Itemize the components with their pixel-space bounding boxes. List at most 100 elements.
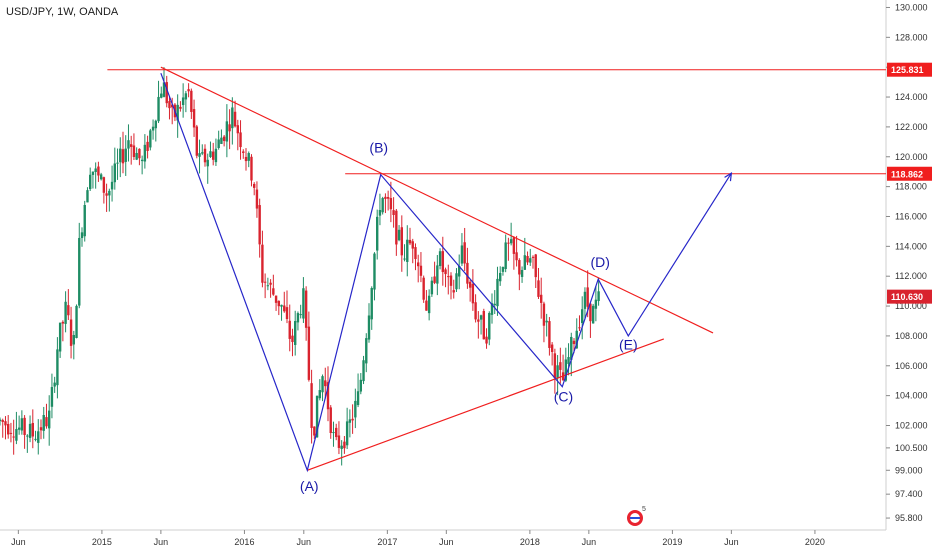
candle-body [184, 93, 188, 100]
candle-body [403, 258, 406, 260]
time-tick-label: 2017 [377, 537, 397, 547]
candle-body [105, 193, 108, 196]
candle-body [589, 303, 592, 322]
time-tick-label: 2018 [520, 537, 540, 547]
candle-body [583, 291, 587, 309]
candle-body [499, 272, 502, 282]
candle-body [239, 132, 242, 148]
candle-body [310, 383, 313, 428]
candle-body [263, 281, 267, 283]
candle-body [529, 258, 532, 263]
candle-body [165, 82, 168, 104]
candle-body [168, 101, 171, 109]
candle-body [302, 288, 305, 319]
candle-body [406, 239, 409, 262]
candle-body [116, 162, 119, 164]
candle-body [253, 183, 256, 188]
candle-body [477, 319, 480, 322]
candle-body [17, 427, 21, 430]
candle-body [545, 320, 548, 323]
candle-body [474, 302, 477, 320]
candle-body [56, 349, 59, 386]
candle-body [269, 282, 272, 285]
time-tick-label: Jun [582, 537, 597, 547]
candle-body [386, 197, 390, 199]
candle-body [69, 319, 73, 346]
candle-body [7, 423, 10, 435]
price-tick-label: 114.000 [895, 241, 927, 251]
candle-body [419, 265, 423, 276]
candle-body [143, 144, 147, 162]
candle-body [277, 300, 281, 307]
candle-body [496, 278, 499, 307]
candle-body [160, 93, 163, 98]
candle-body [335, 427, 338, 438]
candle-body [31, 422, 35, 437]
candle-body [564, 359, 568, 381]
candle-body [222, 136, 226, 141]
candle-body [124, 148, 127, 162]
price-tick-label: 120.000 [895, 152, 928, 162]
candle-body [28, 423, 32, 438]
candle-body [53, 382, 56, 387]
candle-body [425, 300, 428, 311]
wave-point-label: (C) [554, 389, 573, 405]
candle-body [578, 327, 581, 329]
candle-body [449, 275, 453, 286]
candle-body [343, 441, 346, 449]
candle-body [367, 315, 371, 340]
wave-point-label: (B) [369, 139, 388, 155]
candle-body [50, 387, 54, 407]
candle-body [447, 276, 450, 278]
candle-body [280, 304, 283, 307]
price-tick-label: 118.000 [895, 182, 927, 192]
candle-body [192, 109, 196, 128]
candle-body [250, 156, 253, 181]
price-tick-label: 102.000 [895, 420, 928, 430]
price-tick-label: 106.000 [895, 361, 928, 371]
candle-body [548, 321, 551, 348]
candle-body [266, 285, 270, 287]
candle-body [288, 320, 291, 339]
price-tick-label: 99.000 [895, 465, 923, 475]
candle-body [138, 148, 141, 159]
time-tick-label: Jun [297, 537, 312, 547]
candle-body [329, 407, 332, 433]
candle-body [307, 326, 311, 380]
candle-body [132, 145, 136, 157]
candle-body [34, 438, 37, 440]
candle-body [356, 391, 360, 406]
candle-body [389, 198, 393, 210]
candle-body [408, 239, 412, 244]
candle-body [214, 148, 218, 163]
candle-body [99, 174, 103, 180]
time-tick-label: Jun [724, 537, 739, 547]
candle-body [228, 124, 231, 132]
candle-body [201, 152, 204, 154]
candle-body [97, 166, 100, 176]
triangle-trendline [307, 338, 665, 471]
candle-body [321, 376, 324, 393]
candle-body [512, 237, 516, 254]
candle-body [296, 313, 300, 323]
wave-arrow-head [724, 172, 733, 182]
time-tick-label: 2016 [234, 537, 254, 547]
candle-body [220, 137, 223, 144]
candle-body [376, 216, 379, 251]
candle-body [460, 245, 464, 264]
candle-body [37, 431, 40, 443]
time-tick-label: 2020 [805, 537, 825, 547]
candle-body [108, 190, 111, 196]
candle-body [15, 429, 18, 441]
candle-body [427, 295, 431, 314]
candle-body [39, 427, 43, 431]
candle-body [468, 281, 472, 288]
candle-body [518, 260, 521, 275]
candle-body [392, 210, 395, 216]
price-tick-label: 100.500 [895, 443, 928, 453]
candle-body [72, 335, 76, 345]
candle-body [381, 198, 384, 213]
candle-body [151, 126, 155, 131]
candle-body [171, 104, 174, 108]
